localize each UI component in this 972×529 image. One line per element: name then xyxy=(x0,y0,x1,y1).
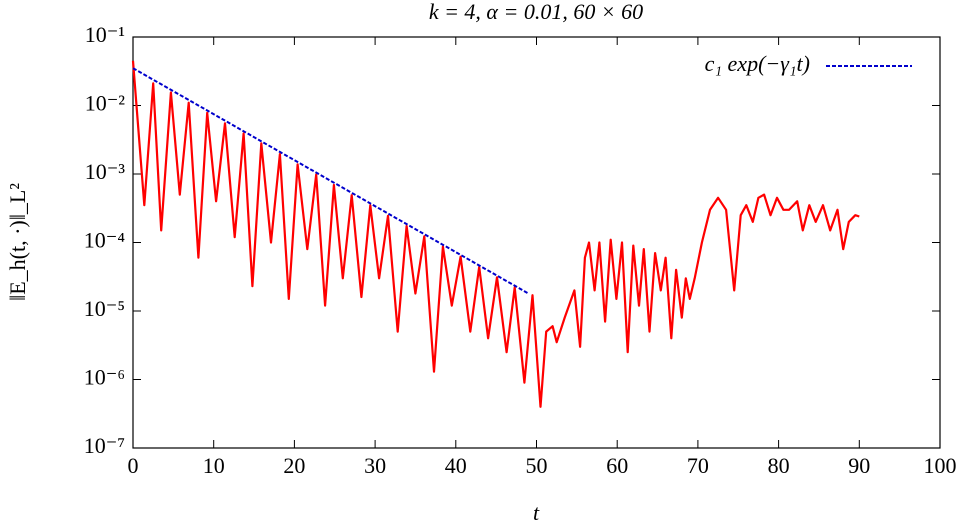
x-tick-label: 20 xyxy=(283,453,305,478)
y-tick-label: 10⁻³ xyxy=(85,159,126,184)
x-tick-label: 100 xyxy=(924,453,957,478)
chart-title: k = 4, α = 0.01, 60 × 60 xyxy=(429,0,643,24)
y-tick-label: 10⁻⁴ xyxy=(84,228,126,253)
x-tick-label: 90 xyxy=(848,453,870,478)
x-tick-label: 30 xyxy=(364,453,386,478)
y-tick-label: 10⁻⁷ xyxy=(84,433,125,458)
x-axis-label: t xyxy=(533,500,540,525)
y-axis-label: ‖E_h(t, ·)‖_L² xyxy=(5,183,30,301)
x-tick-label: 40 xyxy=(445,453,467,478)
x-tick-label: 50 xyxy=(526,453,548,478)
x-tick-label: 80 xyxy=(768,453,790,478)
legend-label: c₁ exp(−γ₁t) xyxy=(705,51,810,76)
x-tick-label: 60 xyxy=(606,453,628,478)
y-tick-label: 10⁻⁵ xyxy=(84,296,125,321)
y-tick-label: 10⁻⁶ xyxy=(84,365,125,390)
y-tick-label: 10⁻¹ xyxy=(85,22,125,47)
x-tick-label: 0 xyxy=(128,453,139,478)
x-tick-label: 10 xyxy=(203,453,225,478)
y-tick-label: 10⁻² xyxy=(85,91,126,116)
x-tick-label: 70 xyxy=(687,453,709,478)
data-line xyxy=(132,67,529,295)
data-line xyxy=(131,60,860,408)
